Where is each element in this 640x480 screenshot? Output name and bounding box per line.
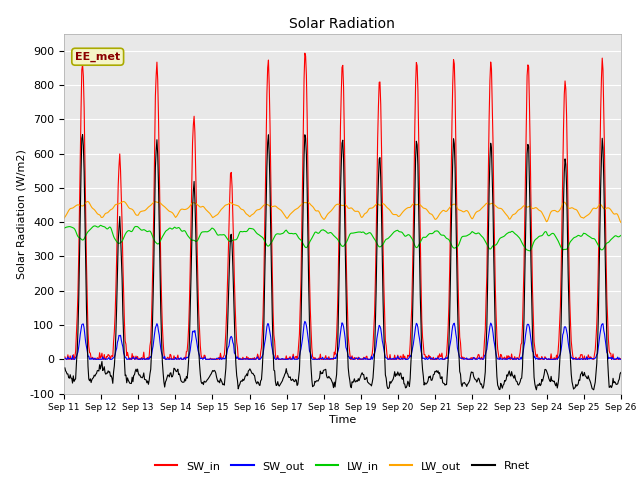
SW_in bbox=[411, 124, 419, 130]
LW_in bbox=[60, 225, 68, 231]
Rnet bbox=[214, 379, 222, 385]
SW_in bbox=[127, 357, 135, 362]
Rnet bbox=[411, 192, 419, 197]
SW_out bbox=[71, 357, 79, 362]
Line: Rnet: Rnet bbox=[64, 134, 621, 390]
LW_out bbox=[214, 211, 222, 217]
X-axis label: Time: Time bbox=[329, 415, 356, 425]
Rnet bbox=[617, 370, 625, 375]
SW_out bbox=[60, 356, 68, 361]
Rnet bbox=[79, 132, 86, 137]
Title: Solar Radiation: Solar Radiation bbox=[289, 17, 396, 31]
LW_out bbox=[428, 211, 435, 217]
LW_out bbox=[411, 201, 419, 207]
LW_out bbox=[128, 206, 136, 212]
SW_out bbox=[63, 357, 70, 362]
LW_in bbox=[214, 232, 222, 238]
LW_out bbox=[60, 216, 68, 221]
SW_out bbox=[185, 353, 193, 359]
SW_out bbox=[412, 324, 419, 330]
Legend: SW_in, SW_out, LW_in, LW_out, Rnet: SW_in, SW_out, LW_in, LW_out, Rnet bbox=[151, 457, 534, 477]
LW_in bbox=[97, 222, 104, 228]
Rnet bbox=[128, 374, 136, 380]
Rnet bbox=[60, 366, 68, 372]
LW_in bbox=[617, 233, 625, 239]
Rnet bbox=[532, 387, 540, 393]
LW_in bbox=[128, 228, 136, 234]
SW_in bbox=[301, 50, 308, 56]
LW_out bbox=[83, 199, 91, 204]
SW_in bbox=[617, 356, 625, 362]
Line: SW_out: SW_out bbox=[64, 321, 621, 360]
SW_in bbox=[184, 339, 192, 345]
SW_out bbox=[301, 318, 308, 324]
LW_in bbox=[70, 226, 78, 231]
Line: SW_in: SW_in bbox=[64, 53, 621, 360]
Rnet bbox=[185, 357, 193, 362]
SW_out bbox=[128, 356, 136, 362]
Line: LW_out: LW_out bbox=[64, 202, 621, 222]
SW_out bbox=[428, 355, 436, 361]
SW_in bbox=[60, 357, 68, 362]
LW_in bbox=[525, 248, 533, 254]
LW_in bbox=[185, 234, 193, 240]
LW_in bbox=[428, 231, 435, 237]
SW_in bbox=[70, 357, 78, 362]
LW_in bbox=[411, 242, 419, 248]
SW_out bbox=[214, 356, 222, 361]
Y-axis label: Solar Radiation (W/m2): Solar Radiation (W/m2) bbox=[17, 149, 26, 278]
LW_out bbox=[70, 204, 78, 210]
Rnet bbox=[428, 377, 435, 383]
Text: EE_met: EE_met bbox=[75, 51, 120, 62]
LW_out bbox=[617, 219, 625, 225]
LW_out bbox=[185, 204, 193, 210]
SW_in bbox=[214, 357, 221, 362]
SW_out bbox=[617, 357, 625, 362]
Line: LW_in: LW_in bbox=[64, 225, 621, 251]
SW_in bbox=[428, 356, 435, 362]
Rnet bbox=[70, 378, 78, 384]
